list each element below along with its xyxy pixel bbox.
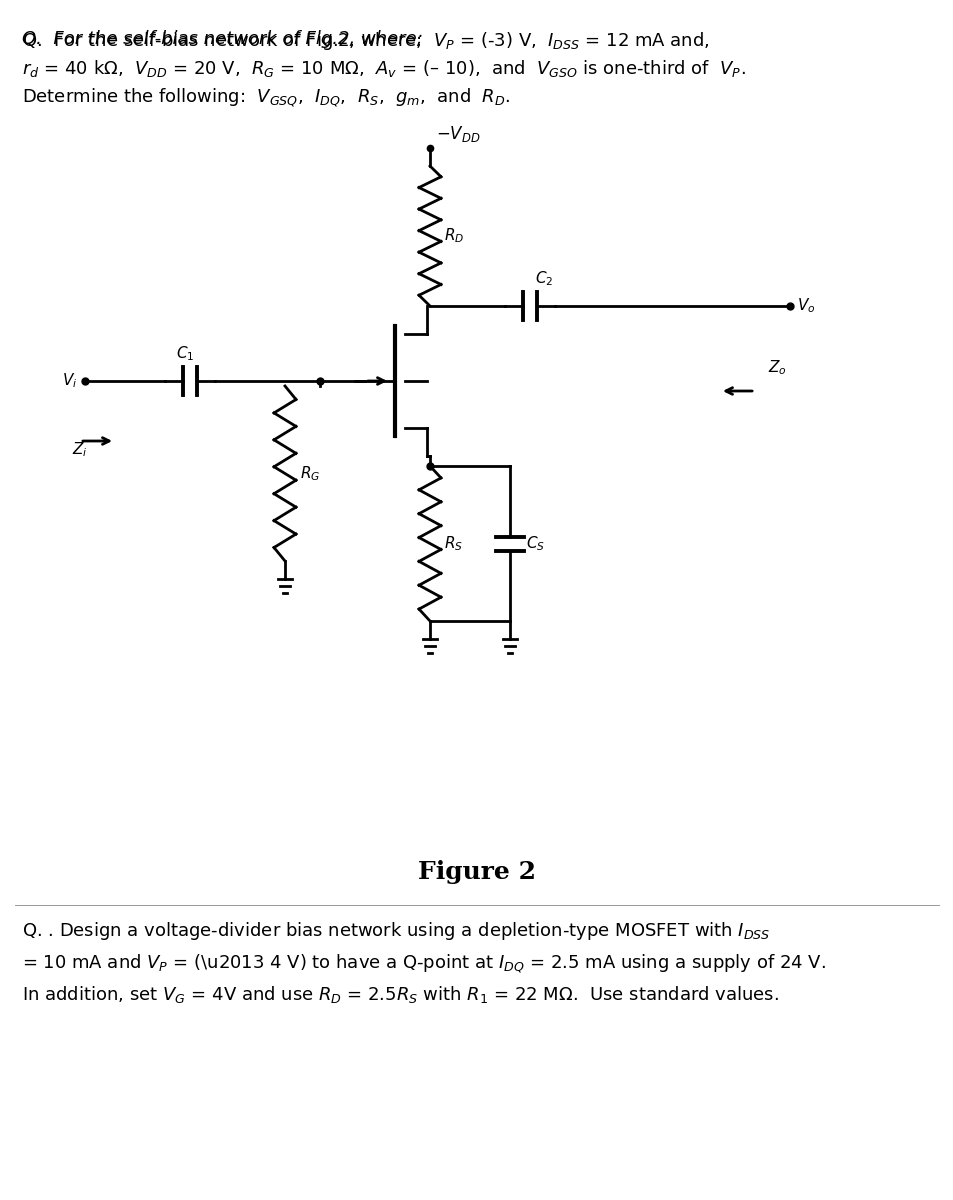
Text: $C_S$: $C_S$ (525, 534, 544, 553)
Text: $Z_i$: $Z_i$ (72, 440, 88, 458)
Text: Q.  For the self-bias network of Fig.2, where;  $V_P$ = (-3) V,  $I_{DSS}$ = 12 : Q. For the self-bias network of Fig.2, w… (22, 30, 709, 52)
Text: $C_2$: $C_2$ (535, 269, 553, 288)
Text: $C_1$: $C_1$ (175, 344, 194, 362)
Text: $V_o$: $V_o$ (796, 296, 815, 316)
Text: Q. . Design a voltage-divider bias network using a depletion-type MOSFET with $I: Q. . Design a voltage-divider bias netwo… (22, 920, 770, 942)
Text: In addition, set $V_G$ = 4V and use $R_D$ = 2.5$R_S$ with $R_1$ = 22 M$\Omega$. : In addition, set $V_G$ = 4V and use $R_D… (22, 984, 778, 1006)
Text: $r_d$ = 40 k$\Omega$,  $V_{DD}$ = 20 V,  $R_G$ = 10 M$\Omega$,  $A_v$ = (– 10), : $r_d$ = 40 k$\Omega$, $V_{DD}$ = 20 V, $… (22, 58, 745, 79)
Text: = 10 mA and $V_P$ = (\u2013 4 V) to have a Q-point at $I_{DQ}$ = 2.5 mA using a : = 10 mA and $V_P$ = (\u2013 4 V) to have… (22, 952, 825, 974)
Text: $R_S$: $R_S$ (443, 534, 462, 553)
Text: $-V_{DD}$: $-V_{DD}$ (436, 124, 480, 144)
Text: Q.  For the self-bias network of Fig.2, where;: Q. For the self-bias network of Fig.2, w… (22, 30, 434, 48)
Text: $R_D$: $R_D$ (443, 227, 464, 245)
Text: Figure 2: Figure 2 (417, 860, 536, 884)
Text: $V_i$: $V_i$ (62, 372, 77, 390)
Text: Determine the following:  $V_{GSQ}$,  $I_{DQ}$,  $R_S$,  $g_m$,  and  $R_D$.: Determine the following: $V_{GSQ}$, $I_{… (22, 86, 510, 108)
Text: $R_G$: $R_G$ (299, 464, 320, 482)
Text: $Z_o$: $Z_o$ (767, 359, 786, 377)
